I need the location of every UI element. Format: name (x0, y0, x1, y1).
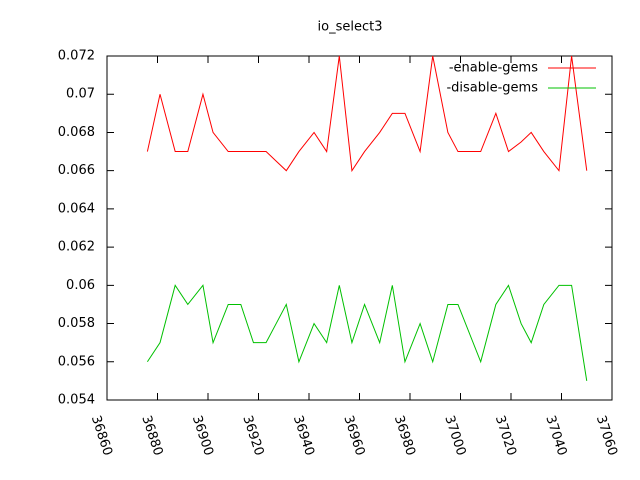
x-tick-label: 36900 (189, 414, 216, 458)
x-tick-label: 36960 (340, 414, 367, 458)
y-tick-label: 0.064 (58, 201, 95, 216)
x-tick-label: 36860 (88, 414, 115, 458)
x-tick-label: 37000 (441, 414, 468, 458)
x-tick-label: 36880 (138, 414, 165, 458)
y-tick-label: 0.068 (58, 125, 95, 140)
chart-title: io_select3 (318, 20, 383, 35)
plot-frame (106, 55, 613, 401)
y-tick-label: 0.07 (66, 87, 95, 102)
x-tick-label: 36920 (239, 414, 266, 458)
y-tick-label: 0.072 (58, 49, 95, 64)
x-tick-label: 37060 (593, 414, 620, 458)
y-tick-label: 0.056 (58, 354, 95, 369)
series-line (146, 284, 588, 381)
y-tick-label: 0.066 (58, 163, 95, 178)
x-tick-label: 36940 (290, 414, 317, 458)
y-tick-label: 0.058 (58, 316, 95, 331)
y-tick-label: 0.06 (66, 278, 95, 293)
x-tick-label: 37040 (542, 414, 569, 458)
x-tick-label: 36980 (391, 414, 418, 458)
y-tick-label: 0.054 (58, 393, 95, 408)
series-line (146, 55, 588, 173)
x-tick-label: 37020 (492, 414, 519, 458)
legend-label: -enable-gems (449, 61, 538, 76)
legend-label: -disable-gems (446, 81, 538, 96)
y-tick-label: 0.062 (58, 240, 95, 255)
